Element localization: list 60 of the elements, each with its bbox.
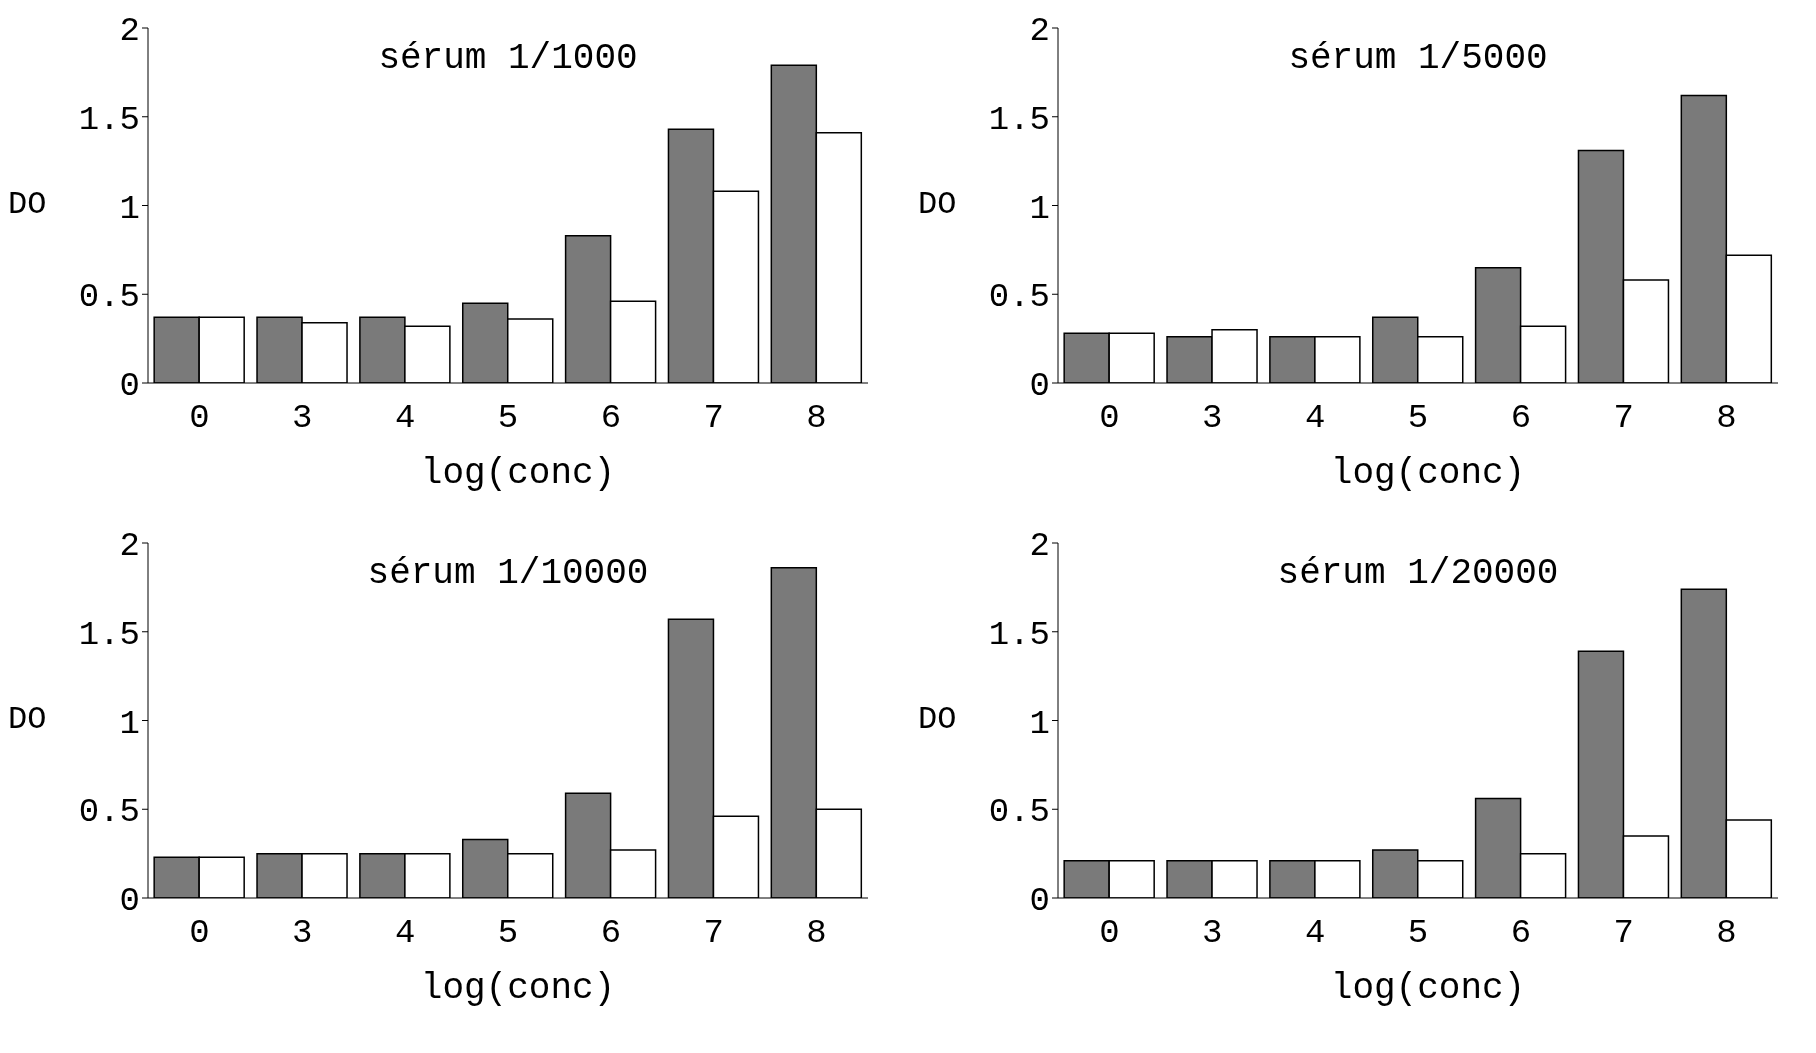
y-axis-title: DO [918,701,957,738]
y-tick-label: 0 [119,367,140,406]
x-tick-label: 6 [1510,399,1532,438]
y-tick-label: 0 [1029,367,1050,406]
chart-title: sérum 1/1000 [377,38,639,79]
y-tick-label: 0.5 [78,793,140,832]
y-tick-label: 0 [1029,882,1050,921]
x-tick-label: 0 [1099,399,1120,438]
y-tick-label: 2 [1029,527,1050,566]
x-axis-title: log(conc) [419,453,617,494]
x-tick-label: 8 [806,399,827,438]
y-tick-label: 1 [1029,704,1050,743]
x-tick-label: 6 [600,399,622,438]
x-tick-label: 8 [1716,399,1737,438]
x-axis-title: log(conc) [1329,968,1527,1009]
x-tick-label: 7 [703,399,724,438]
x-tick-label: 5 [1407,914,1429,953]
x-tick-label: 5 [497,399,519,438]
chart-title: sérum 1/5000 [1287,38,1549,79]
x-tick-label: 0 [189,399,210,438]
x-tick-label: 4 [1304,399,1326,438]
chart-title: sérum 1/20000 [1276,553,1560,594]
x-tick-label: 3 [292,399,313,438]
y-tick-label: 2 [1029,12,1050,51]
y-tick-label: 0.5 [988,278,1050,317]
x-tick-label: 3 [1202,399,1223,438]
y-tick-label: 0.5 [988,793,1050,832]
x-tick-label: 0 [1099,914,1120,953]
y-tick-label: 2 [119,527,140,566]
x-tick-label: 7 [1613,914,1634,953]
x-tick-label: 0 [189,914,210,953]
x-tick-label: 7 [1613,399,1634,438]
y-tick-label: 2 [119,12,140,51]
y-tick-label: 1 [1029,189,1050,228]
y-tick-label: 1.5 [78,100,140,139]
y-axis-title: DO [8,701,47,738]
x-tick-label: 4 [394,399,416,438]
x-tick-label: 5 [1407,399,1429,438]
y-tick-label: 1.5 [78,615,140,654]
chart-title: sérum 1/10000 [366,553,650,594]
x-tick-label: 3 [292,914,313,953]
x-tick-label: 6 [600,914,622,953]
y-tick-label: 1.5 [988,100,1050,139]
x-tick-label: 6 [1510,914,1532,953]
x-tick-label: 4 [394,914,416,953]
x-tick-label: 3 [1202,914,1223,953]
x-tick-label: 8 [1716,914,1737,953]
y-axis-title: DO [918,186,957,223]
x-tick-label: 5 [497,914,519,953]
y-tick-label: 1 [119,189,140,228]
y-tick-label: 1.5 [988,615,1050,654]
x-tick-label: 7 [703,914,724,953]
y-tick-label: 0.5 [78,278,140,317]
y-tick-label: 0 [119,882,140,921]
x-axis-title: log(conc) [419,968,617,1009]
y-tick-label: 1 [119,704,140,743]
y-axis-title: DO [8,186,47,223]
x-tick-label: 8 [806,914,827,953]
x-axis-title: log(conc) [1329,453,1527,494]
x-tick-label: 4 [1304,914,1326,953]
